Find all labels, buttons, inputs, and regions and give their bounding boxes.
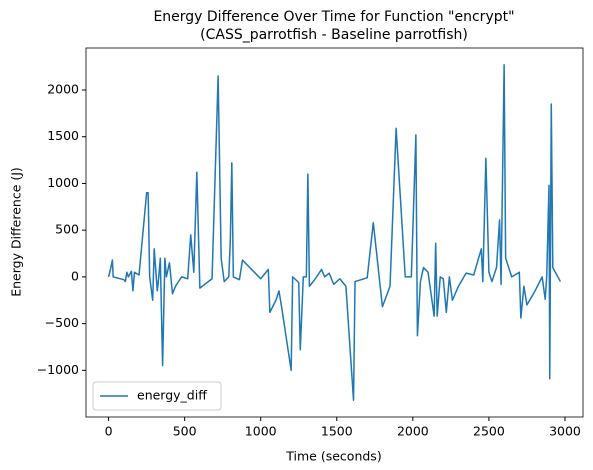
y-tick-label: 1500 [47, 128, 79, 143]
y-tick-label: 2000 [47, 82, 79, 97]
x-tick-label: 1500 [321, 424, 353, 439]
x-tick-label: 1000 [245, 424, 277, 439]
x-tick-label: 3000 [549, 424, 581, 439]
y-axis-label: Energy Difference (J) [9, 167, 24, 297]
x-tick-label: 2500 [473, 424, 505, 439]
chart-title: (CASS_parrotfish - Baseline parrotfish) [200, 27, 468, 43]
line [107, 64, 562, 401]
legend-box [92, 381, 222, 411]
x-axis-label: Time (seconds) [285, 449, 381, 464]
chart-title: Energy Difference Over Time for Function… [153, 9, 514, 25]
y-tick-label: 1000 [47, 175, 79, 190]
x-tick-label: 0 [105, 424, 113, 439]
legend-label: energy_diff [137, 388, 207, 403]
y-tick-label: −1000 [37, 362, 79, 377]
x-tick-label: 2000 [397, 424, 429, 439]
y-tick-label: −500 [45, 315, 79, 330]
x-tick-label: 500 [173, 424, 197, 439]
y-tick-label: 0 [71, 268, 79, 283]
plot-frame [85, 47, 584, 418]
y-tick-label: 500 [55, 222, 79, 237]
